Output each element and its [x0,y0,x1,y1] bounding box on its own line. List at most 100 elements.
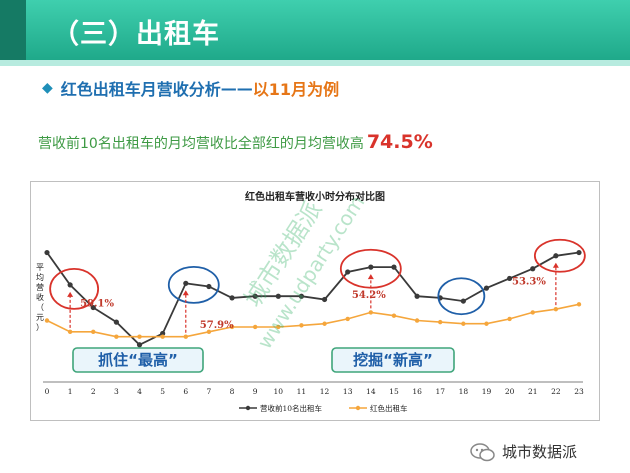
data-point-top10 [460,298,466,304]
data-point-top10 [368,264,374,270]
legend-marker-all [355,405,361,411]
x-tick-label: 2 [91,387,96,396]
footer-brand: 城市数据派 [470,441,577,462]
data-point-top10 [229,295,235,301]
data-point-top10 [183,280,189,286]
data-point-top10 [483,285,490,291]
header-stripe [0,60,630,66]
callout-arrowhead [182,290,189,296]
data-point-all [507,316,512,322]
data-point-top10 [67,282,73,288]
data-point-all [91,329,96,335]
emphasis-box [72,347,204,373]
data-point-all [67,329,73,335]
stat-text: 营收前10名出租车的月均营收比全部红的月均营收高 [38,136,364,152]
footer-brand-text: 城市数据派 [502,443,578,461]
highlight-circle [167,266,220,304]
highlight-circle [437,277,486,316]
x-tick-label: 8 [230,387,235,396]
data-point-top10 [530,266,536,272]
data-point-all [530,310,535,315]
header-band [0,0,630,60]
callout-value: 59.1% [80,298,114,309]
data-point-all [206,329,212,335]
data-point-top10 [252,293,258,299]
data-point-top10 [391,264,397,270]
callout-value: 57.9% [200,320,234,331]
x-tick-label: 19 [482,387,492,396]
y-axis-label-char: 平 [36,263,44,272]
data-point-all [414,318,420,323]
data-point-top10 [275,293,281,299]
bullet-heading: ◆ 红色出租车月营收分析 —— 以11月为例 [42,76,339,100]
data-point-all [183,334,188,339]
y-axis-label-char: （ [36,303,44,312]
emphasis-box [331,347,455,373]
legend-label-all: 红色出租车 [370,403,408,413]
bullet-dash: —— [220,78,253,98]
x-tick-label: 21 [528,387,538,396]
legend-marker-top10 [245,405,251,411]
callout-value: 53.3% [512,276,546,287]
data-point-all [345,316,350,322]
data-point-top10 [160,330,166,337]
x-tick-label: 10 [274,387,284,396]
data-point-all [114,334,119,339]
data-point-top10 [44,249,50,256]
callout-arrowhead [552,262,559,268]
y-axis-label-char: 收 [36,292,44,302]
data-point-all [299,323,304,328]
x-tick-label: 5 [160,387,165,396]
data-point-all [461,321,466,326]
data-point-all [276,324,281,330]
stat-value: 74.5% [366,131,433,153]
x-tick-label: 16 [412,387,422,396]
x-tick-label: 7 [207,387,212,396]
data-point-all [160,334,165,339]
x-tick-label: 20 [505,387,515,396]
callout-value: 54.2% [352,290,386,301]
data-point-all [137,334,142,339]
data-point-all [252,324,258,330]
bullet-heading-text: 红色出租车月营收分析 [60,80,221,99]
data-point-all [229,324,235,330]
x-tick-label: 9 [253,387,258,396]
series-line-all [46,303,580,338]
emphasis-box-label: 挖掘“新高” [353,351,433,369]
series-line-top10 [46,251,580,346]
y-axis-label-char: ） [36,323,44,332]
chart-frame: 红色出租车营收小时分布对比图平均营收（元） 0 1 2 3 4 5 6 7 8 9 10 11 12 13 1… [30,181,600,421]
bullet-example: 以11月为例 [252,80,340,99]
x-tick-label: 12 [320,387,330,396]
chart-title: 红色出租车营收小时分布对比图 [245,190,385,203]
x-tick-label: 18 [459,387,469,396]
wechat-icon [470,442,495,461]
data-point-top10 [553,253,559,259]
data-point-top10 [113,319,119,325]
data-point-top10 [90,304,96,311]
x-tick-label: 0 [45,387,50,396]
data-point-all [368,310,374,315]
emphasis-box-label: 抓住“最高” [98,351,178,369]
stat-line: 营收前10名出租车的月均营收比全部红的月均营收高 74.5% [38,131,433,153]
x-tick-label: 11 [297,387,307,396]
data-point-all [322,321,327,326]
x-tick-label: 3 [114,387,119,396]
x-tick-label: 6 [183,387,188,396]
x-tick-label: 4 [137,387,142,396]
x-tick-label: 15 [389,387,399,396]
data-point-top10 [414,293,420,299]
x-tick-label: 1 [68,387,73,396]
data-point-all [391,313,397,318]
data-point-top10 [321,296,328,303]
data-point-top10 [576,249,582,256]
data-point-top10 [298,293,305,299]
x-tick-label: 14 [366,387,376,396]
x-tick-label: 13 [343,387,353,396]
data-point-top10 [136,342,143,348]
data-point-top10 [206,283,212,290]
data-point-all [553,306,559,312]
y-axis-label-char: 均 [36,272,44,282]
callout-arrowhead [67,291,74,297]
legend-label-top10: 营收前10名出租车 [260,403,323,413]
